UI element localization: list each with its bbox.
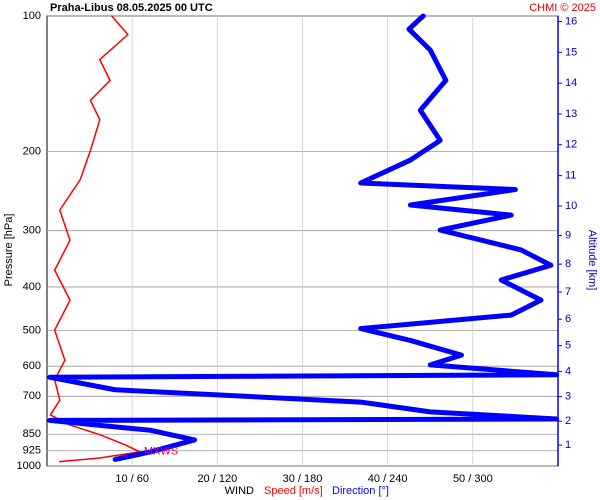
source: CHMI © 2025: [529, 2, 596, 14]
x-axis-label: WIND: [225, 485, 254, 497]
y-tick-label: 700: [23, 390, 41, 402]
y-tick-label: 300: [23, 225, 41, 237]
y-tick-label: 500: [23, 324, 41, 336]
x-tick-label: 10 / 60: [115, 473, 149, 485]
y-tick-label: 200: [23, 145, 41, 157]
x-tick-label: 20 / 120: [197, 473, 237, 485]
y2-tick-label: 7: [565, 286, 571, 298]
y2-tick-label: 6: [565, 313, 571, 325]
y2-tick-label: 12: [565, 139, 577, 151]
y2-tick-label: 10: [565, 200, 577, 212]
y-tick-label: 850: [23, 428, 41, 440]
series-line: [47, 13, 560, 462]
y2-tick-label: 13: [565, 108, 577, 120]
y-tick-label: 400: [23, 281, 41, 293]
annotation: MXWS: [144, 446, 178, 458]
y2-tick-label: 15: [565, 46, 577, 58]
y2-axis-label: Altitude [km]: [586, 230, 598, 291]
y2-tick-label: 4: [565, 365, 571, 377]
chart-title: Praha-Libus 08.05.2025 00 UTC: [50, 2, 213, 14]
legend-entry: Direction [°]: [332, 485, 389, 497]
y2-tick-label: 5: [565, 340, 571, 352]
series-line: [49, 15, 141, 463]
y2-tick-label: 16: [565, 15, 577, 27]
y-tick-label: 600: [23, 360, 41, 372]
x-tick-label: 40 / 240: [368, 473, 408, 485]
y-tick-label: 1000: [17, 460, 41, 472]
x-tick-label: 50 / 300: [453, 473, 493, 485]
y2-tick-label: 3: [565, 391, 571, 403]
x-tick-label: 30 / 180: [283, 473, 323, 485]
y2-tick-label: 2: [565, 415, 571, 427]
y2-tick-label: 8: [565, 258, 571, 270]
y-tick-label: 925: [23, 445, 41, 457]
y-tick-label: 100: [23, 10, 41, 22]
y-axis-label: Pressure [hPa]: [3, 214, 15, 287]
y2-tick-label: 14: [565, 77, 577, 89]
y2-tick-label: 11: [565, 170, 576, 182]
legend-entry: Speed [m/s]: [264, 485, 323, 497]
y2-tick-label: 1: [565, 439, 571, 451]
y2-tick-label: 9: [565, 229, 571, 241]
